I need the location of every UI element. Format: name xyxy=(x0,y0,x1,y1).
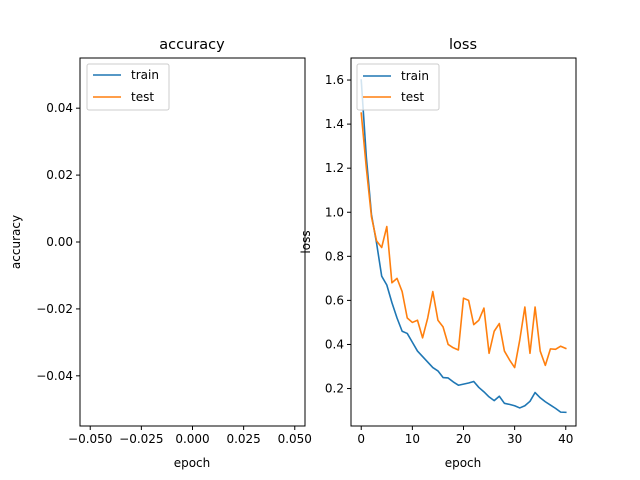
loss-y-tick-label: 0.6 xyxy=(325,293,344,307)
accuracy-x-tick-label: 0.000 xyxy=(175,432,209,446)
accuracy-x-tick-label: −0.025 xyxy=(119,432,163,446)
accuracy-x-tick-label: −0.050 xyxy=(68,432,112,446)
loss-legend-test-label: test xyxy=(401,90,424,104)
accuracy-y-tick-label: −0.04 xyxy=(36,369,73,383)
loss-title: loss xyxy=(449,37,477,53)
loss-y-tick-label: 1.6 xyxy=(325,73,344,87)
loss-x-tick-label: 0 xyxy=(357,432,365,446)
accuracy-y-tick-label: 0.02 xyxy=(46,168,73,182)
loss-y-tick-label: 1.2 xyxy=(325,161,344,175)
accuracy-x-tick-label: 0.050 xyxy=(278,432,312,446)
loss-x-tick-label: 20 xyxy=(456,432,471,446)
loss-x-tick-label: 40 xyxy=(558,432,573,446)
loss-y-tick-label: 0.2 xyxy=(325,382,344,396)
accuracy-y-axis-title: accuracy xyxy=(9,215,23,269)
loss-x-tick-label: 30 xyxy=(507,432,522,446)
loss-plot-area xyxy=(360,79,567,414)
accuracy-x-tick-label: 0.025 xyxy=(226,432,260,446)
accuracy-y-tick-label: 0.04 xyxy=(46,101,73,115)
accuracy-y-ticks: −0.04 −0.02 0.00 0.02 0.04 xyxy=(36,101,80,383)
accuracy-y-tick-label: 0.00 xyxy=(46,235,73,249)
loss-y-tick-label: 0.4 xyxy=(325,337,344,351)
loss-y-ticks: 0.2 0.4 0.6 0.8 1.0 1.2 1.4 1.6 xyxy=(325,73,351,396)
accuracy-x-axis-title: epoch xyxy=(174,456,211,470)
loss-subplot: loss 0 10 20 30 40 0.20.40.60.81.01.21.41.6 … xyxy=(299,37,577,470)
accuracy-legend-train-label: train xyxy=(131,68,159,82)
loss-legend: train test xyxy=(356,63,440,111)
loss-y-tick-label: 1.4 xyxy=(325,117,344,131)
accuracy-x-ticks: −0.050 −0.025 0.000 0.025 0.050 xyxy=(68,426,312,446)
accuracy-y-tick-label: −0.02 xyxy=(36,302,73,316)
loss-series-train-line xyxy=(360,79,567,414)
loss-x-tick-label: 10 xyxy=(405,432,420,446)
accuracy-title: accuracy xyxy=(159,37,225,53)
loss-y-axis-title: loss xyxy=(299,230,313,253)
loss-axes-frame xyxy=(350,57,577,427)
accuracy-axes-frame xyxy=(79,57,306,427)
loss-x-axis-title: epoch xyxy=(445,456,482,470)
loss-y-tick-label: 0.8 xyxy=(325,249,344,263)
accuracy-legend: train test xyxy=(86,63,170,111)
accuracy-legend-test-label: test xyxy=(131,90,154,104)
loss-y-tick-label: 1.0 xyxy=(325,205,344,219)
loss-legend-train-label: train xyxy=(401,69,429,83)
accuracy-subplot: accuracy −0.050 −0.025 0.000 0.025 0.050 −0.… xyxy=(9,37,312,470)
loss-x-ticks: 0 10 20 30 40 xyxy=(357,426,573,446)
loss-series-test-line xyxy=(360,112,567,369)
